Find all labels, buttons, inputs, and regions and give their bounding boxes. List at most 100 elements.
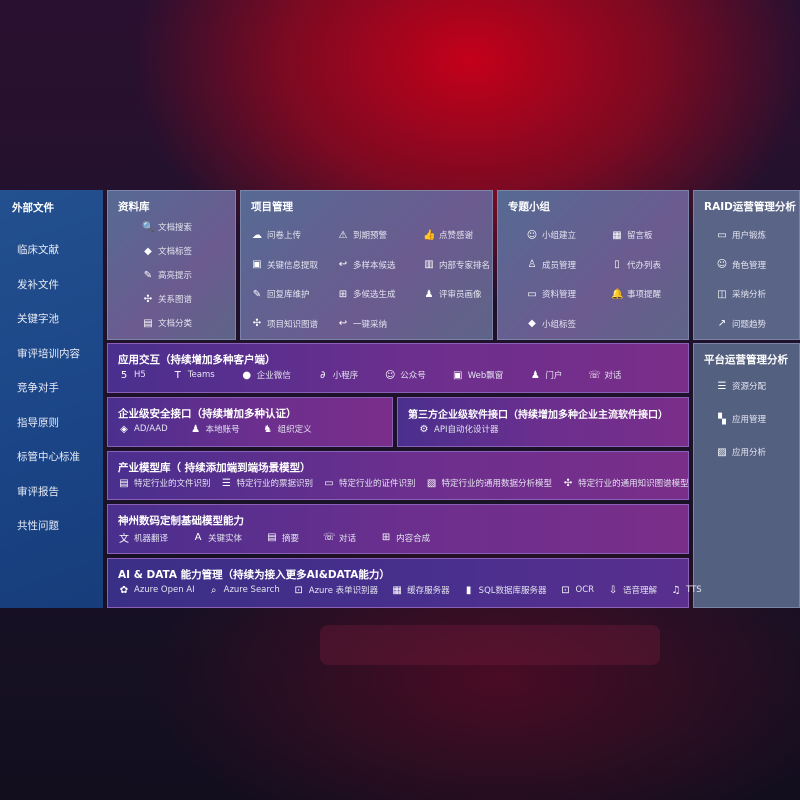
feature-item[interactable]: ✎ 回复库维护 <box>251 288 310 301</box>
user-add-icon: ♙ <box>527 259 537 270</box>
apps-icon: ▚ <box>718 413 726 425</box>
sidebar-item[interactable]: 审评报告 <box>17 485 59 498</box>
image-icon: ▧ <box>426 477 437 489</box>
feature-item[interactable]: ● 企业微信 <box>241 369 290 382</box>
feature-item[interactable]: ▦ 留言板 <box>611 229 652 242</box>
feature-item[interactable]: ▭ 资料管理 <box>526 288 577 301</box>
sidebar-item[interactable]: 临床文献 <box>17 244 59 256</box>
feature-item[interactable]: ☁ 问卷上传 <box>251 229 301 242</box>
feature-item[interactable]: ▣ 关键信息提取 <box>251 259 318 271</box>
feature-item[interactable]: ∂ 小程序 <box>317 369 358 382</box>
feature-item[interactable]: ☺ 公众号 <box>384 369 426 382</box>
feature-item[interactable]: ♟ 评审员画像 <box>423 288 482 301</box>
feature-label: 关键信息提取 <box>267 260 319 271</box>
org-icon: ♞ <box>263 423 273 435</box>
translate-icon: 文 <box>119 534 129 545</box>
teams-icon: T <box>174 369 181 381</box>
feature-item[interactable]: ☏ 对话 <box>588 369 621 382</box>
sidebar-item[interactable]: 关键字池 <box>17 313 59 325</box>
feature-item[interactable]: ☰ 特定行业的票据识别 <box>221 477 313 490</box>
window-icon: ▣ <box>453 369 463 381</box>
feature-item[interactable]: ◫ 采纳分析 <box>716 288 766 301</box>
feature-item[interactable]: ⊞ 内容合成 <box>380 530 430 545</box>
feature-item[interactable]: ♟ 门户 <box>529 369 563 382</box>
feature-item[interactable]: 🔍 文档搜索 <box>142 221 192 234</box>
sidebar-item[interactable]: 竞争对手 <box>17 382 59 394</box>
feature-item[interactable]: ▦ 缓存服务器 <box>391 584 449 597</box>
feature-item[interactable]: 5 H5 <box>118 369 146 381</box>
sidebar-item[interactable]: 共性问题 <box>17 520 59 532</box>
html5-icon: 5 <box>120 369 128 381</box>
feature-label: 组织定义 <box>277 425 312 435</box>
feature-item[interactable]: ♫ TTS <box>670 584 702 596</box>
cache-icon: ▦ <box>392 584 402 596</box>
feature-item[interactable]: ☏ 对话 <box>323 530 356 545</box>
feature-item[interactable]: ▮ SQL数据库服务器 <box>463 584 547 597</box>
sidebar-item[interactable]: 审评培训内容 <box>17 347 80 360</box>
sidebar-item[interactable]: 发补文件 <box>17 278 59 291</box>
feature-item[interactable]: ⌕ Azure Search <box>208 584 280 596</box>
feature-item[interactable]: 🔔 事项提醒 <box>611 288 661 301</box>
feature-label: 关系图谱 <box>158 295 193 305</box>
feature-label: 特定行业的通用数据分析模型 <box>441 479 553 489</box>
panel-title: 第三方企业级软件接口（持续增加多种企业主流软件接口） <box>408 410 668 421</box>
feature-item[interactable]: ⊡ OCR <box>560 584 594 596</box>
feature-item[interactable]: T Teams <box>172 369 215 381</box>
feature-item[interactable]: A 关键实体 <box>192 530 242 545</box>
feature-item[interactable]: ▤ 特定行业的文件识别 <box>118 477 210 490</box>
panel-title: 资料库 <box>118 201 150 213</box>
feature-label: 资料管理 <box>542 290 577 300</box>
feature-item[interactable]: ⊡ Azure 表单识别器 <box>293 584 379 597</box>
puzzle-icon: ⊞ <box>338 288 348 300</box>
graph-icon: ✣ <box>252 318 262 329</box>
feature-item[interactable]: ▭ 特定行业的证件识别 <box>323 477 415 490</box>
feature-item[interactable]: ◆ 文档标签 <box>142 245 193 258</box>
feature-item[interactable]: ♙ 成员管理 <box>526 259 577 271</box>
feature-item[interactable]: ▤ 文档分类 <box>142 317 192 330</box>
feature-item[interactable]: ✣ 关系图谱 <box>142 293 193 306</box>
graph-icon: ✣ <box>563 477 573 489</box>
feature-item[interactable]: ✿ Azure Open AI <box>118 584 195 596</box>
form-icon: ⊡ <box>294 584 303 596</box>
feature-item[interactable]: ↗ 问题趋势 <box>716 318 766 330</box>
feature-item[interactable]: ▥ 内部专家排名 <box>423 259 490 271</box>
feature-item[interactable]: ↩ 一键采纳 <box>337 318 387 330</box>
entity-icon: A <box>194 532 202 543</box>
window-icon: ▣ <box>252 259 262 270</box>
feature-item[interactable]: ◆ 小组标签 <box>526 318 576 330</box>
panel-title: 应用交互（持续增加多种客户端） <box>118 354 276 366</box>
feature-item[interactable]: ⇩ 语音理解 <box>607 584 657 597</box>
feature-item[interactable]: ⊞ 多候选生成 <box>337 288 396 301</box>
feature-label: H5 <box>134 370 146 380</box>
feature-item[interactable]: ♟ 本地账号 <box>190 423 240 436</box>
feature-item[interactable]: ◈ AD/AAD <box>118 423 168 435</box>
feature-item[interactable]: ✣ 项目知识图谱 <box>251 318 318 330</box>
feature-item[interactable]: ▤ 摘要 <box>266 530 299 545</box>
feature-item[interactable]: ☺ 小组建立 <box>526 229 576 242</box>
feature-item[interactable]: ▨ 应用分析 <box>716 446 766 459</box>
users-icon: ☺ <box>716 259 728 270</box>
sidebar-item[interactable]: 指导原则 <box>17 416 59 429</box>
feature-item[interactable]: ▭ 用户锻炼 <box>716 229 767 242</box>
feature-item[interactable]: ▯ 代办列表 <box>611 259 661 271</box>
feature-label: 用户锻炼 <box>732 231 767 241</box>
feature-item[interactable]: ↩ 多样本候选 <box>337 259 396 271</box>
feature-item[interactable]: 文机器翻译 <box>118 530 168 546</box>
feature-item[interactable]: ✣ 特定行业的通用知识图谱模型 <box>562 477 689 490</box>
feature-item[interactable]: ☰ 资源分配 <box>716 380 767 393</box>
feature-item[interactable]: ▚ 应用管理 <box>716 413 767 426</box>
feature-item[interactable]: ▣ Web飘窗 <box>452 369 503 382</box>
feature-item[interactable]: ▧ 特定行业的通用数据分析模型 <box>426 477 553 490</box>
feature-item[interactable]: ⚠ 到期预警 <box>337 229 388 242</box>
feature-label: 资源分配 <box>732 382 767 392</box>
feature-label: 文档标签 <box>158 247 193 257</box>
feature-label: Azure Open AI <box>134 585 195 595</box>
feature-item[interactable]: 👍 点赞感谢 <box>423 229 473 242</box>
feature-label: 应用管理 <box>732 415 767 425</box>
feature-label: 小组标签 <box>542 319 577 330</box>
feature-item[interactable]: ☺ 角色管理 <box>716 259 766 271</box>
feature-item[interactable]: ♞ 组织定义 <box>262 423 312 436</box>
sidebar-item[interactable]: 标管中心标准 <box>17 451 80 463</box>
feature-item[interactable]: ⚙ API自动化设计器 <box>418 423 499 436</box>
feature-item[interactable]: ✎ 高亮提示 <box>142 269 192 282</box>
